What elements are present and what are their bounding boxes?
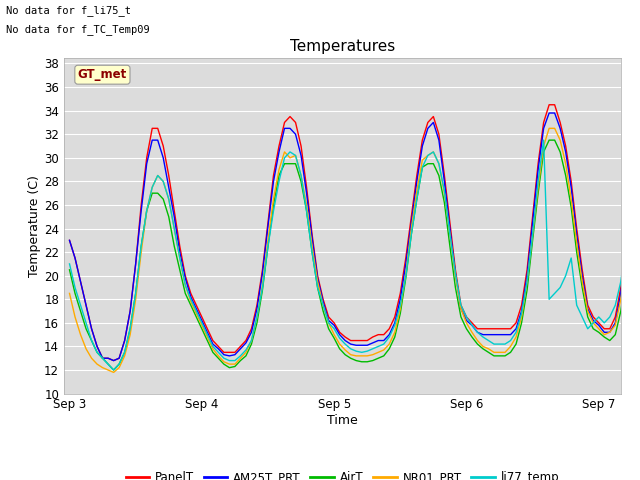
NR01_PRT (495, 349, 503, 355)
li77_temp (66, 261, 74, 267)
AM25T_PRT (600, 329, 608, 335)
li77_temp (495, 341, 503, 347)
NR01_PRT (600, 332, 608, 337)
AM25T_PRT (495, 332, 503, 337)
AirT (66, 267, 74, 273)
li77_temp (600, 320, 608, 326)
Y-axis label: Temperature (C): Temperature (C) (28, 175, 42, 276)
AirT (600, 334, 608, 340)
li77_temp (457, 302, 465, 308)
Text: No data for f_li75_t: No data for f_li75_t (6, 5, 131, 16)
AirT (584, 314, 591, 320)
NR01_PRT (584, 308, 591, 314)
PanelT (286, 114, 294, 120)
PanelT (66, 238, 74, 243)
Text: GT_met: GT_met (78, 68, 127, 81)
AM25T_PRT (457, 306, 465, 312)
NR01_PRT (110, 370, 118, 375)
Line: AirT: AirT (70, 117, 640, 370)
Line: AM25T_PRT: AM25T_PRT (70, 84, 640, 360)
Line: PanelT: PanelT (70, 73, 640, 360)
AirT (110, 367, 118, 373)
li77_temp (286, 149, 294, 155)
PanelT (457, 302, 465, 308)
AM25T_PRT (110, 358, 118, 363)
li77_temp (110, 367, 118, 373)
Line: li77_temp: li77_temp (70, 93, 640, 370)
PanelT (495, 326, 503, 332)
PanelT (584, 302, 591, 308)
NR01_PRT (457, 306, 465, 312)
X-axis label: Time: Time (327, 414, 358, 427)
Legend: PanelT, AM25T_PRT, AirT, NR01_PRT, li77_temp: PanelT, AM25T_PRT, AirT, NR01_PRT, li77_… (121, 466, 564, 480)
Text: No data for f_TC_Temp09: No data for f_TC_Temp09 (6, 24, 150, 35)
Line: NR01_PRT: NR01_PRT (70, 105, 640, 372)
AirT (286, 161, 294, 167)
AirT (495, 353, 503, 359)
AM25T_PRT (286, 125, 294, 131)
AM25T_PRT (66, 238, 74, 243)
PanelT (110, 358, 118, 363)
li77_temp (584, 326, 591, 332)
NR01_PRT (66, 290, 74, 296)
AM25T_PRT (584, 306, 591, 312)
AirT (457, 314, 465, 320)
NR01_PRT (286, 155, 294, 161)
Title: Temperatures: Temperatures (290, 39, 395, 54)
PanelT (600, 326, 608, 332)
